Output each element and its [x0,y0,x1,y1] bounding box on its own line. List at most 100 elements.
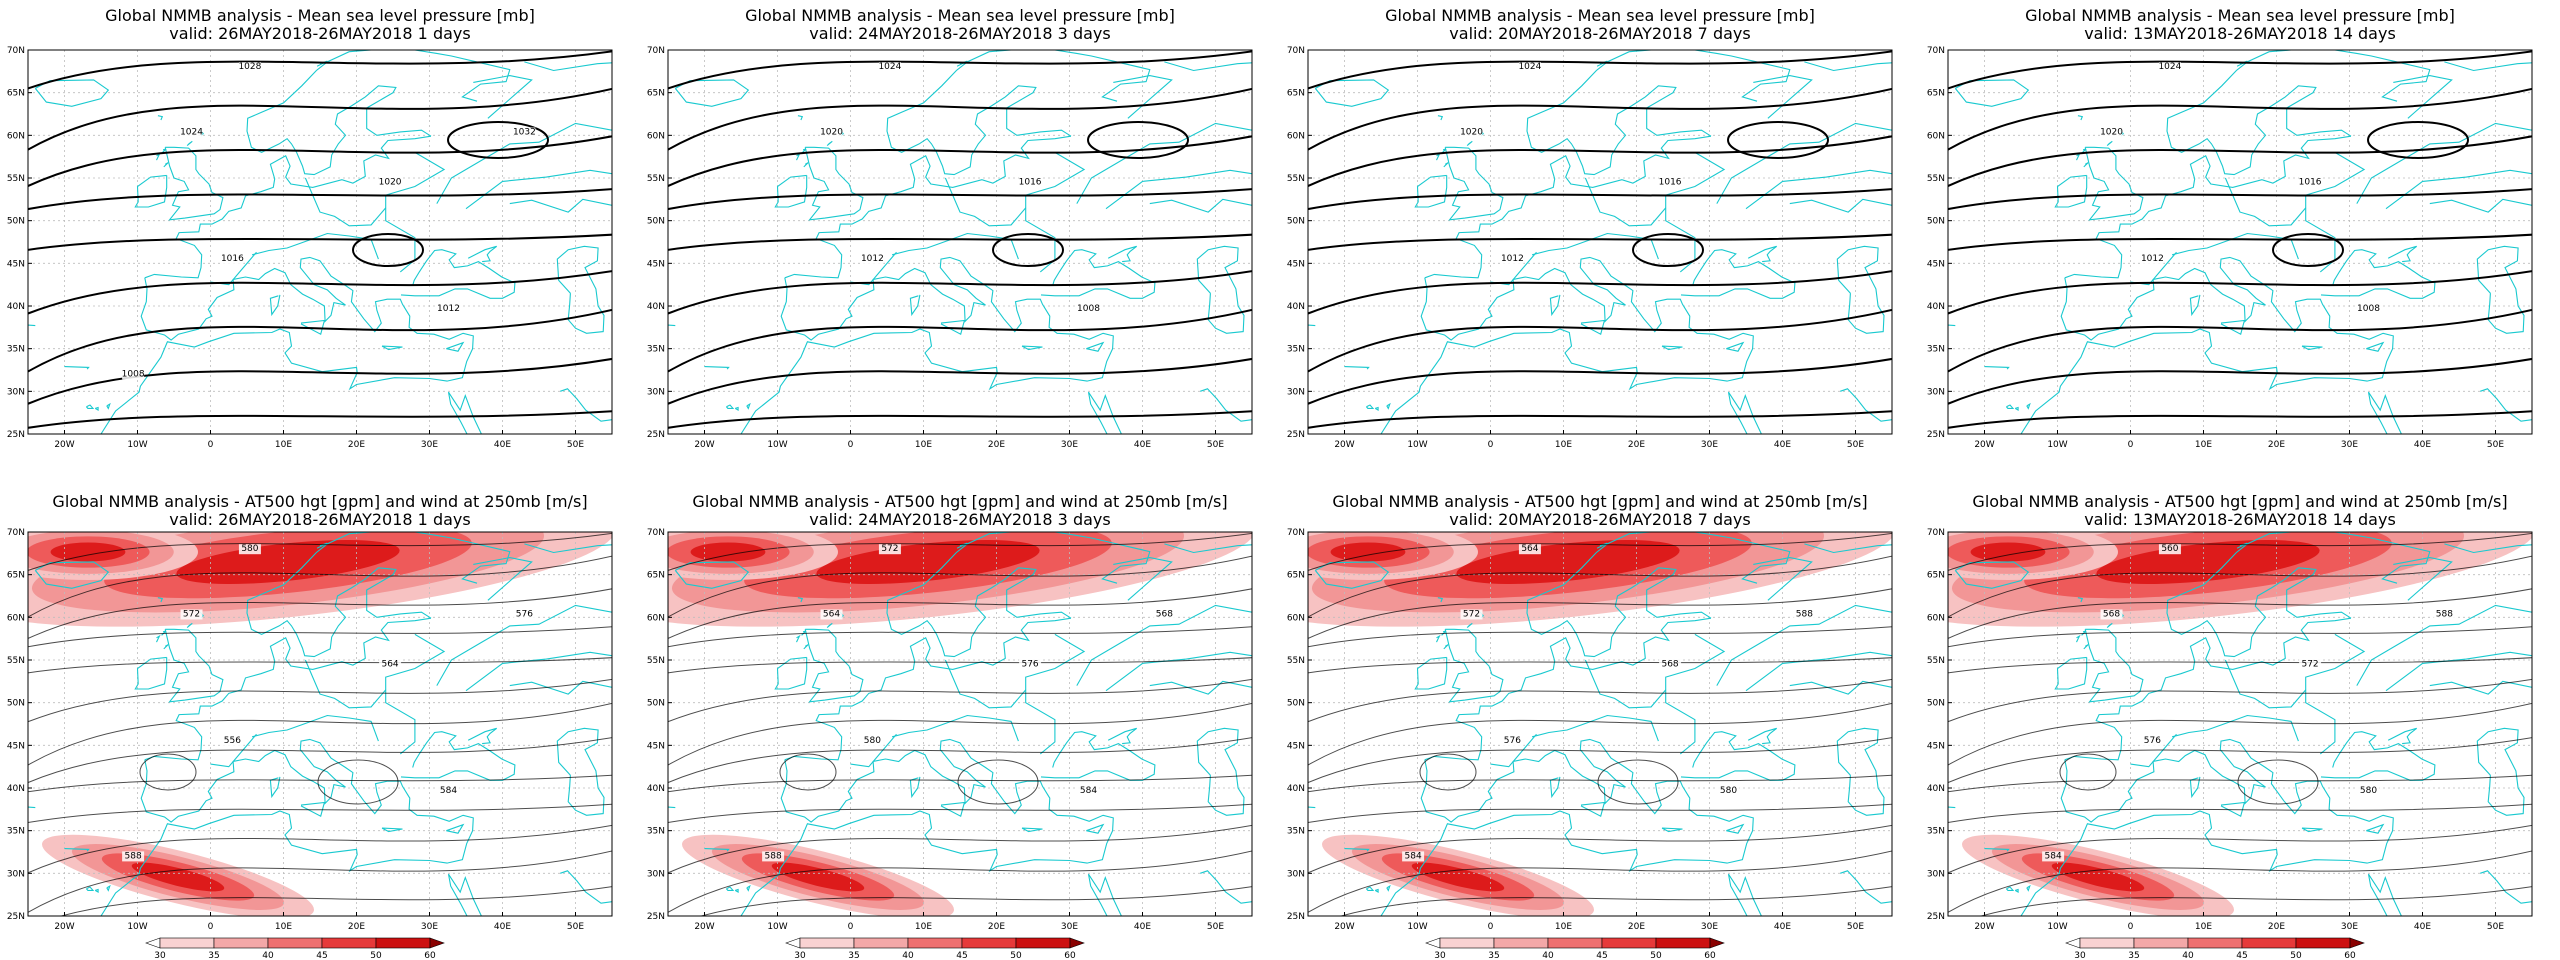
coastline [1716,122,1892,204]
coastline [1107,245,1138,263]
panel-z500-1day: Global NMMB analysis - AT500 hgt [gpm] a… [0,480,640,960]
contour-line [668,270,1252,315]
lat-tick-label: 55N [1927,174,1945,184]
wind-shade [1970,542,2046,562]
lon-tick-label: 0 [2128,922,2134,932]
contour-label: 1020 [2100,127,2123,137]
coastline [1308,324,1316,327]
lon-tick-label: 20W [694,440,714,450]
wind-shade [2051,862,2145,892]
panel-mslp-1day: Global NMMB analysis - Mean sea level pr… [0,0,640,480]
contour-label: 1024 [180,127,203,137]
contour-label: 556 [224,736,241,746]
coastline [1804,543,1892,554]
coastline [801,148,807,154]
coastline [64,848,90,852]
contour-line [1948,737,2532,784]
coastline [674,79,750,107]
coastline [1365,404,1375,409]
coastline [2476,727,2525,816]
lat-tick-label: 25N [1927,430,1945,440]
contour-line [1419,753,1477,791]
contour-line [28,308,612,373]
wind-shade [1411,862,1505,892]
coastline [144,617,432,761]
coastline [164,146,224,221]
coastline [826,622,833,629]
coastline [85,404,95,409]
lon-tick-label: 30E [1061,440,1078,450]
lon-tick-label: 10W [127,922,147,932]
panel-title: Global NMMB analysis - Mean sea level pr… [105,6,535,25]
colorbar-label: 60 [2344,951,2356,960]
lat-tick-label: 25N [1927,912,1945,922]
coastline [2020,256,2394,434]
panel-title: Global NMMB analysis - AT500 hgt [gpm] a… [1332,492,1868,511]
lon-tick-label: 10W [767,922,787,932]
coastline [1054,50,1151,102]
contour-label: 580 [241,544,258,554]
contour-line [668,357,1252,405]
coastline [1549,776,1561,799]
colorbar-label: 50 [2290,951,2302,960]
lat-tick-label: 30N [1287,869,1305,879]
coastline [2106,622,2113,629]
colorbar-label: 35 [2128,951,2139,960]
lon-tick-label: 10W [1407,440,1427,450]
colorbar-segment [321,937,377,949]
contour-line [28,737,612,784]
lon-tick-label: 10E [1555,440,1572,450]
lat-tick-label: 30N [7,869,25,879]
map-plot: 1024 1020 1016 1012 70N 65N 60N 55N 50N 45N 40N 35N… [1287,46,1893,450]
coastline [1196,245,1245,334]
coastline [524,543,612,554]
contour-label: 564 [823,609,840,619]
contour-label-bg [1659,177,1682,188]
lon-tick-label: 20W [1974,922,1994,932]
colorbar-segment [853,937,909,949]
coastline [1105,651,1252,692]
coastline [1374,406,1379,412]
lat-tick-label: 65N [1287,571,1305,581]
contour-line [1948,87,2532,151]
colorbar-segment [1439,937,1495,949]
contour-line [28,678,612,723]
coastline [1954,79,2030,107]
lat-tick-label: 30N [1927,387,1945,397]
contour-label: 1012 [1501,254,1524,264]
coastline [734,406,739,412]
lat-tick-label: 40N [647,302,665,312]
panel-mslp-7days: Global NMMB analysis - Mean sea level pr… [1280,0,1920,480]
coastline [1443,162,1449,168]
coastline [2084,628,2144,703]
contour-label: 588 [2436,609,2453,619]
coastline [2171,714,2299,742]
lat-tick-label: 70N [1287,46,1305,56]
coastline [64,366,90,370]
lon-tick-label: 20W [1334,440,1354,450]
coastline [134,656,168,690]
contour-label: 1028 [238,62,261,72]
lat-tick-label: 25N [647,430,665,440]
coastline [304,659,387,709]
contour-label-bg [1460,609,1483,620]
lon-tick-label: 30E [1061,922,1078,932]
panel-title: Global NMMB analysis - Mean sea level pr… [1385,6,1815,25]
coastline [1443,644,1449,650]
coastline [2077,597,2084,603]
lon-tick-label: 30E [421,922,438,932]
contour-label: 580 [1720,786,1737,796]
lat-tick-label: 70N [1927,528,1945,538]
coastline [1308,806,1316,809]
contour-line [668,737,1252,784]
coastline [2301,345,2323,351]
map-body: 572 564 576 580 584 588 568 [668,532,1252,916]
contour-line [1308,824,1892,874]
coastline [944,659,1027,709]
wind-colorbar: 30 35 40 45 50 60 [2065,937,2365,960]
contour-line [1948,135,2532,188]
lon-tick-label: 10W [2047,922,2067,932]
lat-tick-label: 45N [1287,741,1305,751]
contour-line [668,678,1252,723]
coastline [1414,174,1448,208]
